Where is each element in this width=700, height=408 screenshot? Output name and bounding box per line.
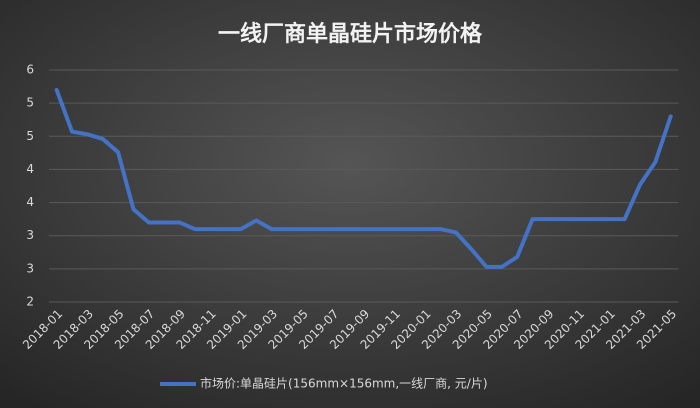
y-tick-label: 3	[26, 261, 34, 275]
y-tick-label: 4	[26, 195, 34, 209]
y-tick-label: 2	[26, 295, 34, 309]
y-tick-label: 6	[26, 63, 34, 77]
y-tick-label: 4	[26, 162, 34, 176]
y-tick-label: 5	[26, 96, 34, 110]
y-tick-label: 5	[26, 129, 34, 143]
legend-label: 市场价:单晶硅片(156mm×156mm,一线厂商, 元/片)	[200, 376, 488, 391]
line	[54, 87, 673, 269]
chart-title: 一线厂商单晶硅片市场价格	[218, 21, 483, 47]
y-tick-label: 3	[26, 228, 34, 242]
